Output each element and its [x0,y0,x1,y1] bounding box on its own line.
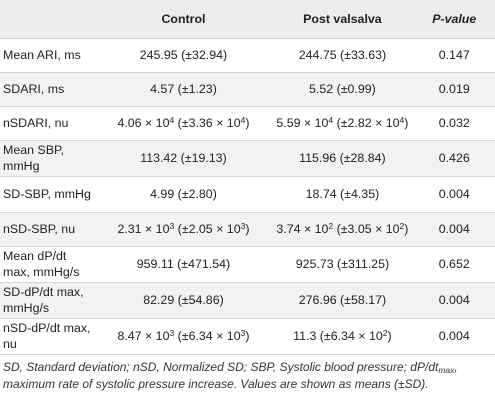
post-valsalva-value: 3.74 × 102 (±3.05 × 102) [271,212,414,247]
control-value: 8.47 × 103 (±6.34 × 103) [95,318,272,355]
control-value: 4.99 (±2.80) [95,176,272,213]
post-valsalva-value: 115.96 (±28.84) [271,140,414,177]
table-row: SDARI, ms 4.57 (±1.23) 5.52 (±0.99) 0.01… [0,72,495,107]
header-blank [0,0,96,39]
table-body: Mean ARI, ms 245.95 (±32.94) 244.75 (±33… [0,38,495,355]
table-row: nSD-dP/dt max, nu 8.47 × 103 (±6.34 × 10… [0,318,495,355]
post-valsalva-value: 18.74 (±4.35) [271,176,414,213]
table-row: nSDARI, nu 4.06 × 104 (±3.36 × 104) 5.59… [0,106,495,141]
p-value: 0.426 [413,140,495,177]
control-value: 82.29 (±54.86) [95,282,272,319]
table-footnote: SD, Standard deviation; nSD, Normalized … [3,360,458,391]
control-value: 2.31 × 103 (±2.05 × 103) [95,212,272,247]
p-value: 0.652 [413,246,495,283]
row-label: SDARI, ms [0,72,96,107]
table-row: Mean dP/dt max, mmHg/s 959.11 (±471.54) … [0,246,495,283]
post-valsalva-value: 5.52 (±0.99) [271,72,414,107]
p-value: 0.004 [413,318,495,355]
row-label: Mean SBP, mmHg [0,140,96,177]
post-valsalva-value: 244.75 (±33.63) [271,38,414,73]
p-value: 0.032 [413,106,495,141]
row-label: nSD-SBP, nu [0,212,96,247]
table-row: SD-dP/dt max, mmHg/s 82.29 (±54.86) 276.… [0,282,495,319]
post-valsalva-value: 276.96 (±58.17) [271,282,414,319]
table-row: Mean SBP, mmHg 113.42 (±19.13) 115.96 (±… [0,140,495,177]
footnote-subscript: max [438,365,455,375]
row-label: SD-SBP, mmHg [0,176,96,213]
p-value: 0.019 [413,72,495,107]
footnote-text: SD, Standard deviation; nSD, Normalized … [3,360,439,374]
p-value: 0.004 [413,282,495,319]
p-value: 0.147 [413,38,495,73]
table-row: Mean ARI, ms 245.95 (±32.94) 244.75 (±33… [0,38,495,73]
table-row: SD-SBP, mmHg 4.99 (±2.80) 18.74 (±4.35) … [0,176,495,213]
table-header: Control Post valsalva P-value [0,0,495,39]
row-label: SD-dP/dt max, mmHg/s [0,282,96,319]
results-table: Control Post valsalva P-value Mean ARI, … [0,0,495,355]
row-label: nSDARI, nu [0,106,96,141]
control-value: 113.42 (±19.13) [95,140,272,177]
post-valsalva-value: 11.3 (±6.34 × 102) [271,318,414,355]
p-value: 0.004 [413,212,495,247]
footnote-text-line2: maximum rate of systolic pressure increa… [3,377,429,391]
control-value: 4.57 (±1.23) [95,72,272,107]
control-value: 4.06 × 104 (±3.36 × 104) [95,106,272,141]
table-row: nSD-SBP, nu 2.31 × 103 (±2.05 × 103) 3.7… [0,212,495,247]
p-value: 0.004 [413,176,495,213]
row-label: Mean dP/dt max, mmHg/s [0,246,96,283]
header-p-value: P-value [413,0,495,39]
control-value: 959.11 (±471.54) [95,246,272,283]
header-control: Control [95,0,272,39]
control-value: 245.95 (±32.94) [95,38,272,73]
header-post-valsalva: Post valsalva [271,0,414,39]
row-label: Mean ARI, ms [0,38,96,73]
post-valsalva-value: 925.73 (±311.25) [271,246,414,283]
post-valsalva-value: 5.59 × 104 (±2.82 × 104) [271,106,414,141]
row-label: nSD-dP/dt max, nu [0,318,96,355]
